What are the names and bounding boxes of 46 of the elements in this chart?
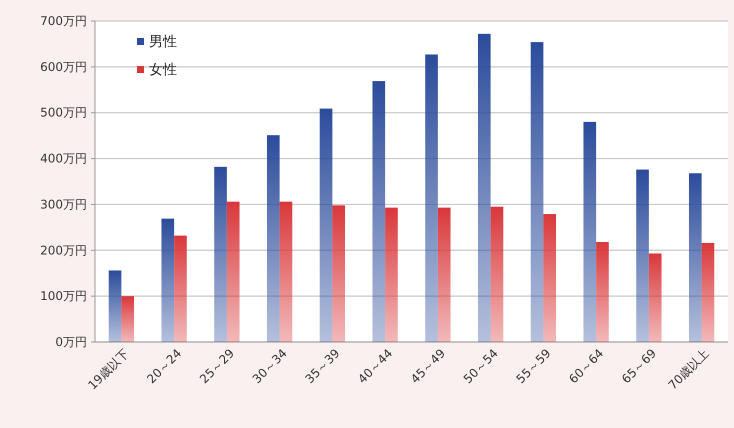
bar bbox=[332, 205, 346, 342]
bar bbox=[702, 242, 714, 342]
bar bbox=[543, 214, 556, 342]
x-tick-label: 19歳以下 bbox=[85, 346, 132, 392]
bar bbox=[280, 202, 292, 342]
bar bbox=[648, 253, 662, 342]
bar bbox=[438, 208, 451, 342]
y-tick-label: 200万円 bbox=[40, 243, 87, 258]
bar bbox=[161, 218, 174, 342]
x-tick-label: 60～64 bbox=[566, 346, 606, 386]
bar bbox=[530, 42, 544, 342]
bar bbox=[490, 206, 504, 342]
bar bbox=[226, 202, 240, 342]
x-tick-label: 55～59 bbox=[514, 346, 554, 386]
bar bbox=[583, 122, 596, 342]
y-tick-label: 0万円 bbox=[55, 335, 87, 349]
y-tick-label: 500万円 bbox=[40, 106, 87, 120]
x-tick-label: 65～69 bbox=[619, 346, 659, 386]
bar bbox=[372, 81, 386, 342]
bar bbox=[385, 208, 398, 342]
y-tick-label: 700万円 bbox=[40, 14, 87, 28]
bar bbox=[688, 173, 702, 342]
x-tick-label: 25～29 bbox=[197, 346, 237, 386]
bar bbox=[174, 236, 187, 342]
bar bbox=[636, 170, 649, 342]
bar bbox=[214, 166, 227, 342]
x-tick-label: 45～49 bbox=[408, 346, 448, 386]
legend-label: 男性 bbox=[149, 34, 177, 50]
x-tick-label: 30～34 bbox=[250, 346, 290, 386]
x-tick-label: 40～44 bbox=[355, 346, 396, 386]
x-tick-label: 20～24 bbox=[144, 346, 184, 386]
bar bbox=[478, 34, 491, 342]
y-tick-label: 100万円 bbox=[40, 289, 87, 304]
y-tick-label: 600万円 bbox=[40, 60, 87, 74]
x-tick-label: 50～54 bbox=[460, 346, 501, 386]
x-tick-label: 70歳以上 bbox=[666, 346, 712, 392]
bar bbox=[121, 296, 134, 342]
y-tick-label: 400万円 bbox=[40, 152, 87, 166]
bar bbox=[596, 242, 609, 342]
bar bbox=[320, 108, 332, 342]
y-tick-label: 300万円 bbox=[40, 197, 87, 212]
bar bbox=[425, 54, 438, 342]
legend-label: 女性 bbox=[149, 62, 177, 78]
bar bbox=[266, 135, 280, 342]
x-tick-label: 35～39 bbox=[302, 346, 342, 386]
bar bbox=[108, 270, 122, 342]
